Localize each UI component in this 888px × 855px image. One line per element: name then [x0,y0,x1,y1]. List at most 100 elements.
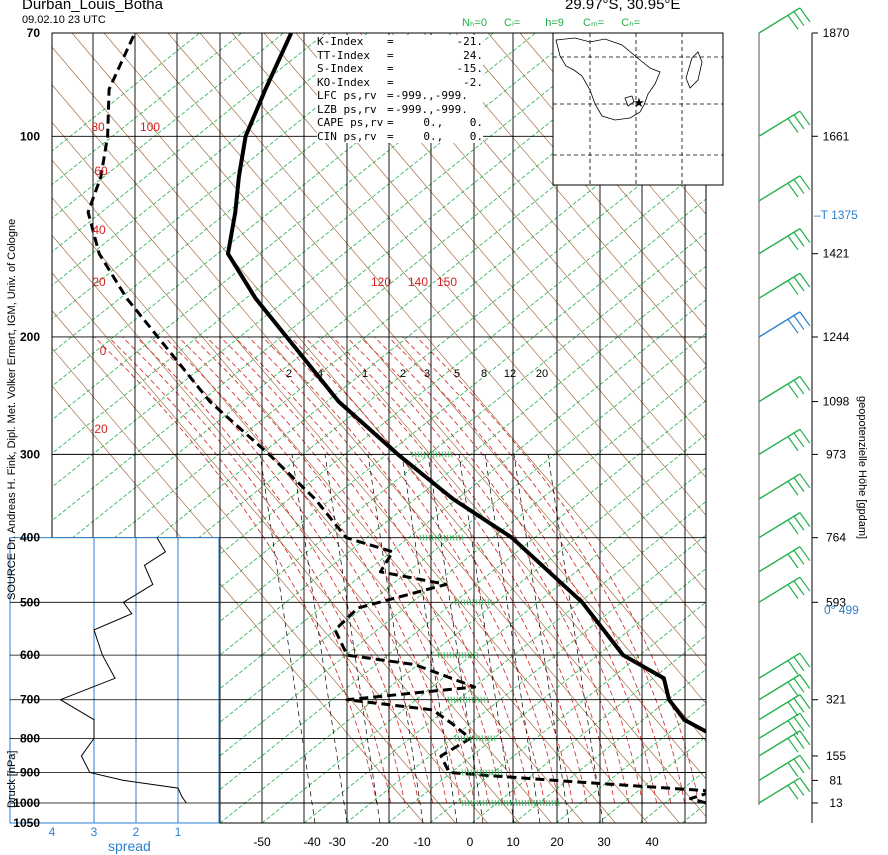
green-isoline [52,33,284,219]
green-hatch [494,769,497,776]
pressure-tick-label: 400 [20,531,40,545]
height-label: 1661 [823,129,850,143]
height-label: 1244 [823,330,850,344]
green-hatch [527,799,530,807]
height-label: 81 [829,773,843,787]
wind-barb [758,473,801,500]
index-table: K-Index = -21. TT-Index = 24. S-Index = -15. K… [317,35,483,143]
green-hatch [441,451,444,458]
temperature-line [226,33,706,734]
green-hatch [480,696,483,703]
sounding-curves [86,33,706,807]
green-hatch [475,599,478,606]
green-hatch [470,799,473,807]
temp-tick-label: 0 [467,835,474,849]
wind-barb [758,777,801,804]
green-hatch [473,652,476,659]
wind-barb-feather [799,311,811,327]
spread-label: spread [108,838,151,854]
wind-barb-feather [787,701,799,717]
green-hatch [414,451,417,458]
green-isoline [345,534,706,823]
green-hatch [458,652,461,659]
wind-barb-feather [793,734,805,749]
wind-barb-feather [787,584,799,599]
green-hatch [443,534,446,541]
green-hatch [457,735,460,742]
wind-barb-feather [787,553,799,569]
wind-barb [758,272,801,299]
datetime: 09.02.10 23 UTC [22,14,106,26]
pressure-tick-label: 300 [20,447,40,461]
green-hatch [428,534,431,541]
height-label: 1421 [823,247,850,261]
green-hatch [548,799,551,807]
dry-adiabat [52,197,584,823]
dry-adiabat [52,385,424,823]
green-hatch [464,652,467,659]
lesotho-outline [624,95,635,107]
temp-tick-label: -10 [413,835,431,849]
wind-barb-feather [799,674,811,689]
wind-barb [758,110,801,137]
mixing-ratio-label: 4 [317,368,323,380]
green-hatch [491,769,494,776]
dry-adiabat [808,33,888,823]
dry-adiabat [872,33,888,823]
green-hatch [457,599,460,606]
wind-barb-feather [793,379,805,395]
pressure-tick-label: 900 [20,765,40,779]
green-hatch [470,652,473,659]
green-hatch [473,769,476,776]
wind-barb-feather [793,697,805,713]
green-hatch [554,799,557,807]
wind-barb-feather [799,754,811,770]
wind-barb-feather [799,110,811,126]
green-hatch [437,534,440,541]
green-isoline [303,500,706,823]
pressure-tick-label: 600 [20,648,40,662]
pressure-tick-label: 70 [27,26,41,40]
cloud-code-cm: Cₘ= [583,17,605,29]
theta-label: 80 [91,120,105,134]
dry-adiabat [52,310,488,823]
green-hatch [464,799,467,807]
green-hatch [425,534,428,541]
green-hatch [500,769,503,776]
tropopause-label: –T 1375 [814,208,858,222]
green-hatch [518,799,521,807]
height-label: 1870 [823,26,850,40]
pressure-tick-label: 800 [20,731,40,745]
green-isoline [52,33,494,387]
green-hatch [491,799,494,807]
mixing-ratio-label: 3 [424,368,430,380]
wind-barb-feather [793,114,805,130]
theta-label: 60 [94,164,108,178]
green-isoline [52,164,706,690]
theta-label: 40 [92,223,106,237]
green-hatch [482,769,485,776]
wind-barb-feather [787,318,799,334]
green-hatch [467,652,470,659]
green-isoline [93,332,706,823]
wind-barb-feather [799,712,811,728]
green-hatch [456,696,459,703]
green-hatch [431,534,434,541]
green-hatch [465,696,468,703]
mixing-ratio-label: 2 [286,368,292,380]
theta-label: -20 [90,422,108,436]
wind-barb [758,674,801,701]
plot-frame [51,32,707,824]
station-title: Durban_Louis_Botha [22,0,163,13]
spread-tick-label: 3 [91,825,98,839]
wind-barb-feather [787,235,799,251]
green-isoline [135,366,706,823]
wind-barb-feather [787,14,799,30]
cloud-codes: Nₕ=0 Cₗ= h=9 Cₘ= Cₕ= [462,16,640,29]
green-hatch [481,599,484,606]
mixing-ratio-line [259,454,316,823]
temp-tick-label: -30 [328,835,346,849]
green-hatch [447,451,450,458]
green-hatch [460,735,463,742]
mixing-ratio-label: 12 [504,368,516,380]
